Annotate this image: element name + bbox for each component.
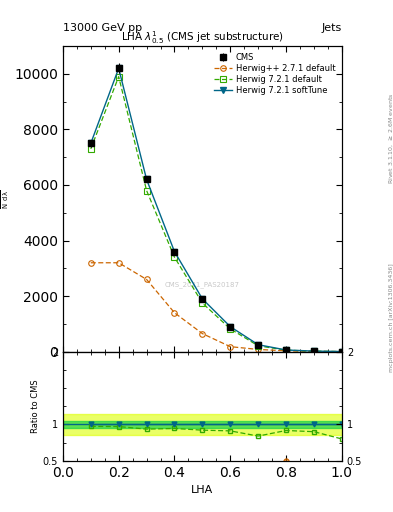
Herwig++ 2.7.1 default: [116, 260, 121, 266]
Herwig 7.2.1 softTune: [312, 348, 316, 354]
Herwig 7.2.1 default: [200, 300, 205, 306]
Herwig 7.2.1 default: [116, 74, 121, 80]
Herwig++ 2.7.1 default: [312, 348, 316, 354]
Herwig 7.2.1 softTune: [200, 296, 205, 302]
Herwig 7.2.1 default: [172, 254, 177, 260]
Herwig 7.2.1 default: [88, 146, 93, 152]
Line: Herwig 7.2.1 softTune: Herwig 7.2.1 softTune: [88, 66, 345, 354]
Text: 13000 GeV pp: 13000 GeV pp: [63, 23, 142, 33]
Herwig 7.2.1 default: [228, 326, 233, 332]
Herwig 7.2.1 default: [312, 348, 316, 354]
Legend: CMS, Herwig++ 2.7.1 default, Herwig 7.2.1 default, Herwig 7.2.1 softTune: CMS, Herwig++ 2.7.1 default, Herwig 7.2.…: [211, 50, 338, 97]
Herwig 7.2.1 default: [340, 349, 344, 355]
Line: Herwig++ 2.7.1 default: Herwig++ 2.7.1 default: [88, 260, 345, 354]
Herwig++ 2.7.1 default: [172, 310, 177, 316]
Y-axis label: Ratio to CMS: Ratio to CMS: [31, 379, 40, 433]
Herwig 7.2.1 softTune: [172, 249, 177, 255]
X-axis label: LHA: LHA: [191, 485, 213, 495]
Bar: [63, 421, 342, 428]
Herwig++ 2.7.1 default: [256, 347, 261, 353]
Herwig 7.2.1 softTune: [284, 347, 288, 353]
Herwig++ 2.7.1 default: [144, 276, 149, 283]
Text: mcplots.cern.ch [arXiv:1306.3436]: mcplots.cern.ch [arXiv:1306.3436]: [389, 263, 393, 372]
Text: Jets: Jets: [321, 23, 342, 33]
Herwig++ 2.7.1 default: [200, 331, 205, 337]
Title: LHA $\lambda^{1}_{0.5}$ (CMS jet substructure): LHA $\lambda^{1}_{0.5}$ (CMS jet substru…: [121, 29, 284, 46]
Herwig 7.2.1 softTune: [228, 324, 233, 330]
Herwig++ 2.7.1 default: [228, 344, 233, 350]
Herwig 7.2.1 default: [284, 347, 288, 353]
Line: Herwig 7.2.1 default: Herwig 7.2.1 default: [88, 74, 345, 354]
Herwig 7.2.1 softTune: [340, 349, 344, 355]
Herwig 7.2.1 default: [144, 187, 149, 194]
Herwig 7.2.1 softTune: [144, 176, 149, 182]
Bar: [63, 414, 342, 435]
Text: Rivet 3.1.10, $\geq$ 2.6M events: Rivet 3.1.10, $\geq$ 2.6M events: [387, 93, 393, 184]
Herwig 7.2.1 softTune: [256, 342, 261, 348]
Herwig 7.2.1 softTune: [88, 140, 93, 146]
Herwig 7.2.1 default: [256, 343, 261, 349]
Y-axis label: $\mathregular{\frac{1}{\mathrm{N}}\,\frac{\mathrm{d}N}{\mathrm{d}\lambda}}$: $\mathregular{\frac{1}{\mathrm{N}}\,\fra…: [0, 189, 11, 208]
Herwig++ 2.7.1 default: [88, 260, 93, 266]
Herwig 7.2.1 softTune: [116, 65, 121, 71]
Text: CMS_2021_PAS20187: CMS_2021_PAS20187: [165, 281, 240, 288]
Herwig++ 2.7.1 default: [284, 348, 288, 354]
Herwig++ 2.7.1 default: [340, 349, 344, 355]
